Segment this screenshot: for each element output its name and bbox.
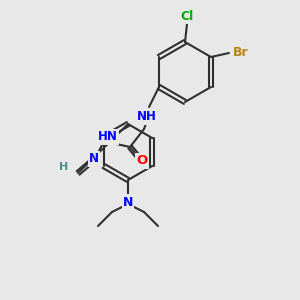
Text: Cl: Cl bbox=[180, 10, 194, 22]
Text: NH: NH bbox=[137, 110, 157, 124]
Text: HN: HN bbox=[98, 130, 118, 143]
Text: N: N bbox=[89, 152, 99, 166]
Text: O: O bbox=[136, 154, 148, 167]
Text: H: H bbox=[59, 162, 69, 172]
Text: Br: Br bbox=[233, 46, 249, 59]
Text: N: N bbox=[123, 196, 133, 208]
